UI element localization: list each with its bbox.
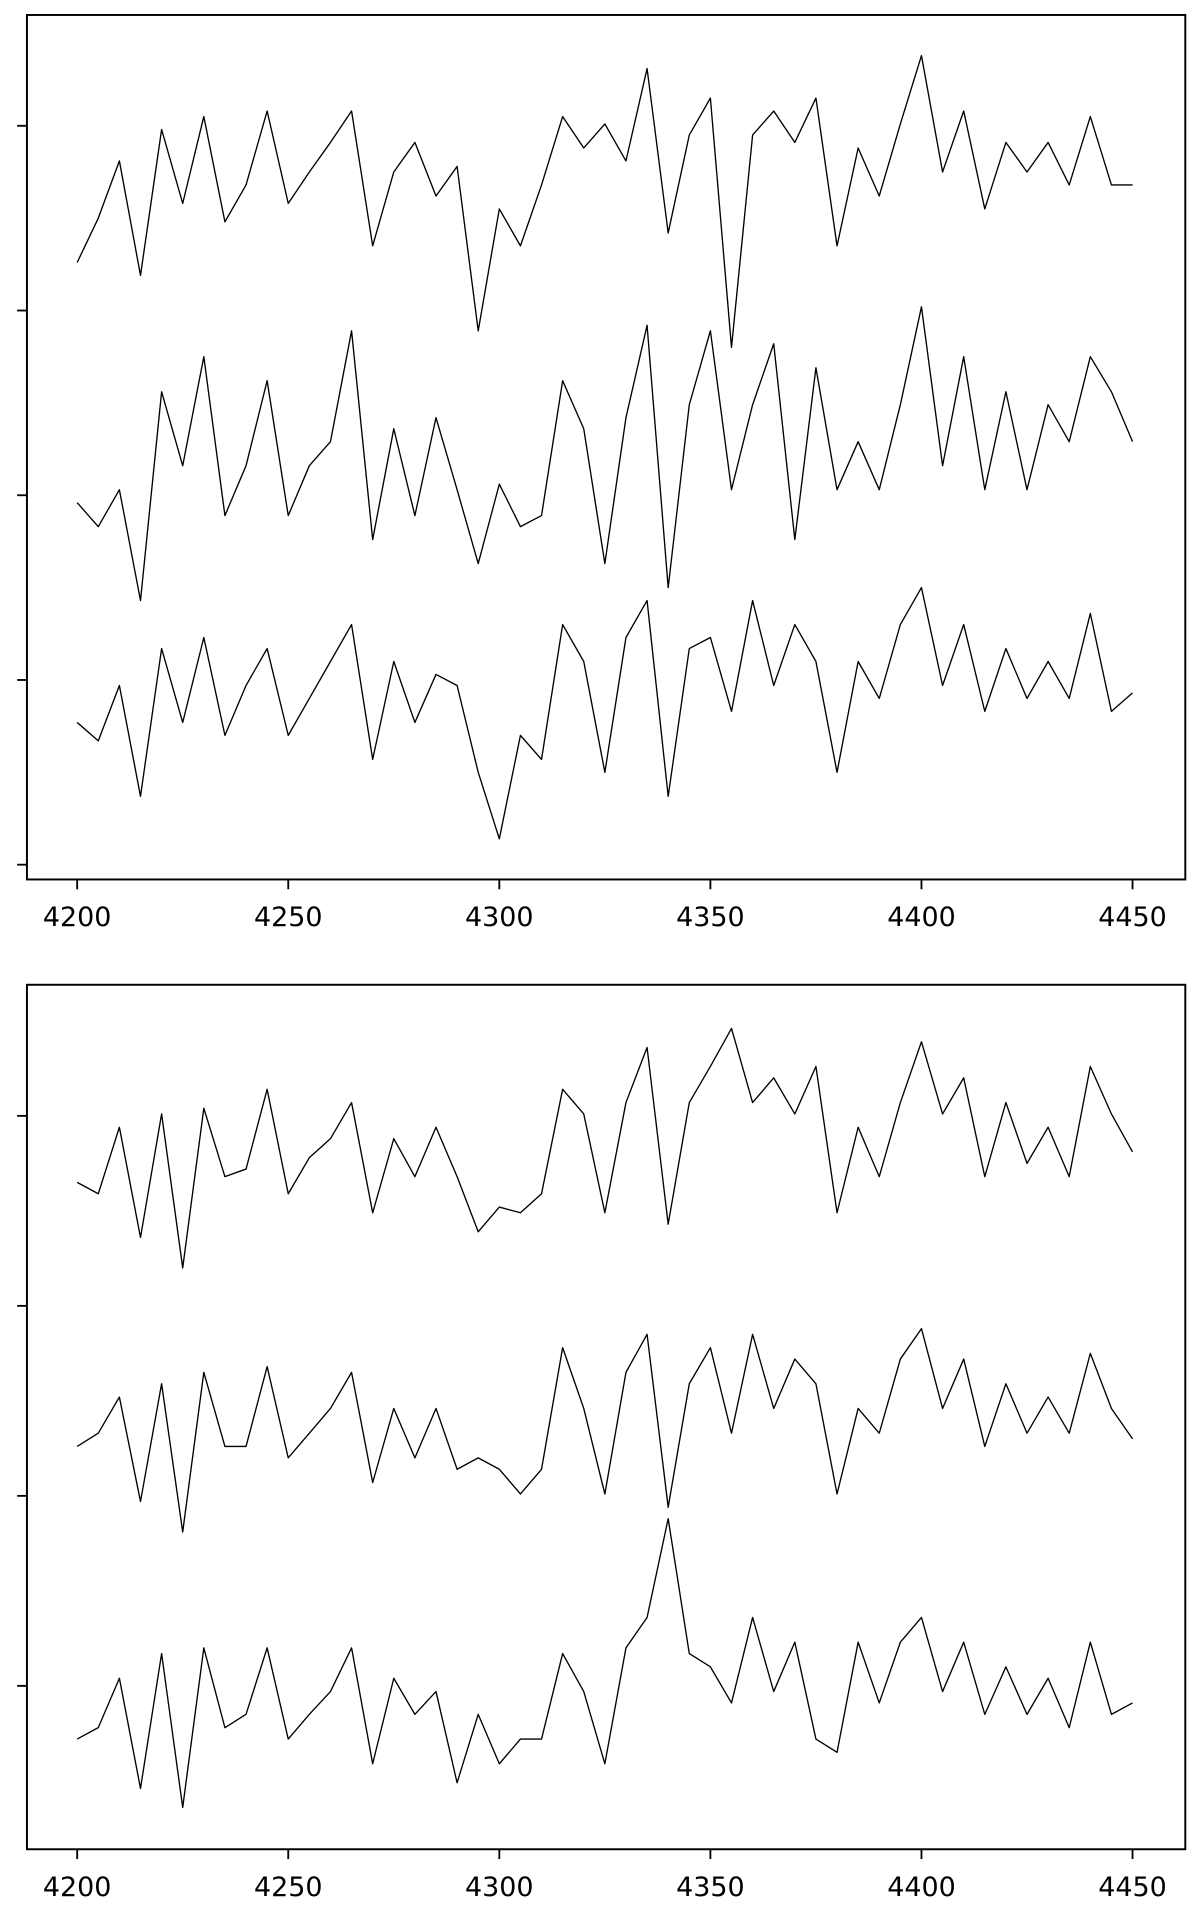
spectrum-line	[76, 586, 1133, 840]
x-tick-label: 4250	[254, 1872, 323, 1903]
spectrum-line	[76, 54, 1133, 349]
x-tick-label: 4350	[676, 1872, 745, 1903]
spectrum-line	[76, 1027, 1134, 1269]
x-tick-label: 4450	[1098, 1872, 1167, 1903]
spectrum-line	[76, 1327, 1134, 1533]
plot-frame	[25, 13, 1187, 881]
x-tick-label: 4300	[465, 1872, 534, 1903]
x-tick-label: 4400	[887, 902, 956, 933]
x-tick-label: 4250	[254, 902, 323, 933]
spectrum-line	[76, 1517, 1133, 1809]
plot-frame	[25, 983, 1187, 1851]
x-tick-label: 4400	[887, 1872, 956, 1903]
x-tick-label: 4450	[1098, 902, 1167, 933]
x-tick-label: 4200	[43, 1872, 112, 1903]
x-tick-label: 4350	[676, 902, 745, 933]
x-tick-label: 4300	[465, 902, 534, 933]
spectrum-line	[76, 306, 1134, 602]
x-tick-label: 4200	[43, 902, 112, 933]
